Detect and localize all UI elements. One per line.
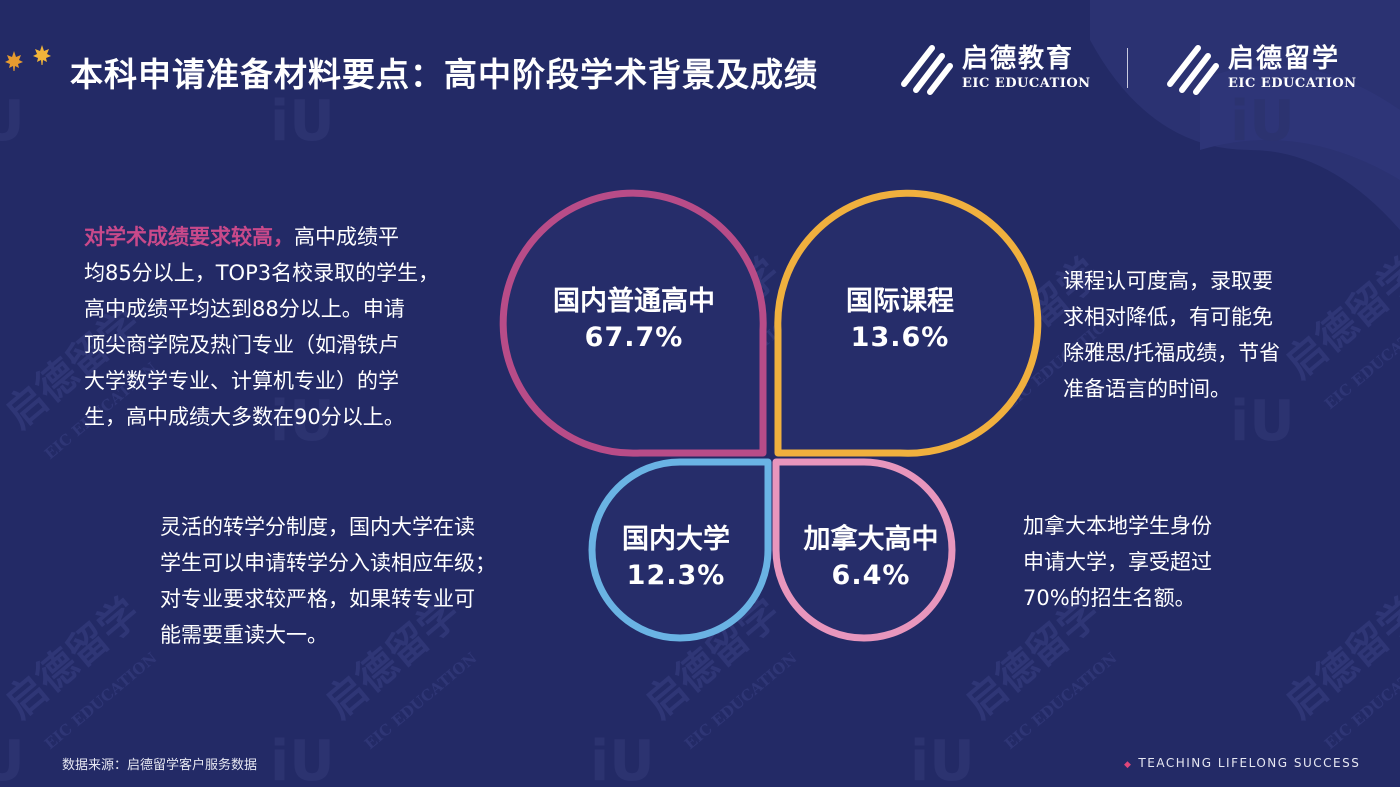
petal-label-domestic-hs: 国内普通高中 67.7% — [534, 284, 734, 356]
petal-name: 加拿大高中 — [803, 524, 939, 555]
petal-label-domestic-uni: 国内大学 12.3% — [596, 522, 756, 594]
logo-eic-education: 启德教育 EIC EDUCATION — [898, 40, 1091, 96]
desc-highlight: 对学术成绩要求较高， — [84, 225, 294, 249]
maple-leaf-icon — [5, 51, 23, 71]
desc-intl: 课程认可度高，录取要 求相对降低，有可能免 除雅思/托福成绩，节省 准备语言的时… — [1063, 263, 1363, 407]
petal-percent: 13.6% — [850, 322, 950, 353]
desc-line: 生，高中成绩大多数在90分以上。 — [84, 405, 405, 429]
desc-line: 课程认可度高，录取要 — [1063, 269, 1273, 293]
eic-logo-icon — [1167, 45, 1219, 95]
desc-canada-hs: 加拿大本地学生身份 申请大学，享受超过 70%的招生名额。 — [1023, 508, 1323, 616]
logo-en-text: EIC EDUCATION — [962, 76, 1091, 91]
desc-line: 准备语言的时间。 — [1063, 377, 1231, 401]
desc-line: 70%的招生名额。 — [1023, 586, 1196, 610]
logo-eic-study-abroad: 启德留学 EIC EDUCATION — [1164, 40, 1357, 96]
desc-domestic-hs: 对学术成绩要求较高，高中成绩平 均85分以上，TOP3名校录取的学生， 高中成绩… — [84, 219, 484, 435]
eic-logo-icon — [901, 45, 953, 95]
logo-divider — [1127, 48, 1128, 88]
diamond-icon: ◆ — [1124, 760, 1133, 770]
page-title: 本科申请准备材料要点：高中阶段学术背景及成绩 — [70, 55, 818, 94]
desc-line: 对专业要求较严格，如果转专业可 — [160, 587, 475, 611]
maple-leaf-icon — [33, 45, 51, 65]
desc-line: 高中成绩平均达到88分以上。申请 — [84, 297, 405, 321]
desc-line: 大学数学专业、计算机专业）的学 — [84, 369, 399, 393]
petal-intl — [774, 189, 1042, 457]
petal-percent: 67.7% — [584, 322, 684, 353]
petal-percent: 12.3% — [626, 560, 726, 591]
desc-line: 除雅思/托福成绩，节省 — [1063, 341, 1281, 365]
desc-line: 求相对降低，有可能免 — [1063, 305, 1273, 329]
petal-domestic-uni — [588, 458, 772, 642]
desc-line: 顶尖商学院及热门专业（如滑铁卢 — [84, 333, 399, 357]
desc-line: 申请大学，享受超过 — [1023, 550, 1212, 574]
desc-line: 加拿大本地学生身份 — [1023, 514, 1212, 538]
petal-domestic-hs — [499, 189, 767, 457]
desc-line: 灵活的转学分制度，国内大学在读 — [160, 515, 475, 539]
desc-line: 对学术成绩要求较高，高中成绩平 — [84, 225, 399, 249]
logo-en-text: EIC EDUCATION — [1228, 76, 1357, 91]
desc-domestic-uni: 灵活的转学分制度，国内大学在读 学生可以申请转学分入读相应年级； 对专业要求较严… — [160, 509, 560, 653]
logo-cn-text: 启德留学 — [1228, 44, 1341, 74]
petal-name: 国内普通高中 — [553, 286, 715, 317]
petal-canada-hs — [772, 458, 956, 642]
petal-label-intl: 国际课程 13.6% — [800, 284, 1000, 356]
slogan: ◆ TEACHING LIFELONG SUCCESS — [1124, 756, 1361, 770]
petal-name: 国际课程 — [846, 286, 954, 317]
desc-line: 均85分以上，TOP3名校录取的学生， — [84, 261, 440, 285]
desc-line: 学生可以申请转学分入读相应年级； — [160, 551, 496, 575]
petal-label-canada-hs: 加拿大高中 6.4% — [786, 522, 956, 594]
data-source-note: 数据来源：启德留学客户服务数据 — [62, 758, 258, 773]
petal-percent: 6.4% — [831, 560, 911, 591]
logo-cn-text: 启德教育 — [962, 44, 1075, 74]
desc-line: 能需要重读大一。 — [160, 623, 328, 647]
petal-name: 国内大学 — [622, 524, 730, 555]
